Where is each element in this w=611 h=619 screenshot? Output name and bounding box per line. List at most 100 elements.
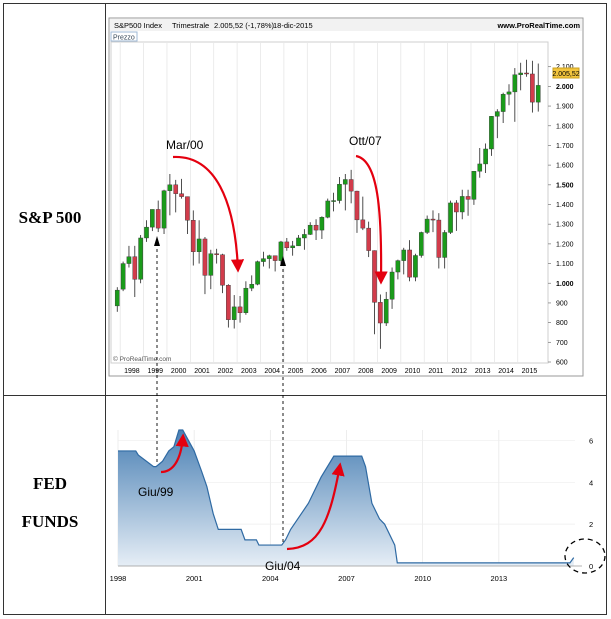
fed-row-label-line2: FUNDS <box>21 512 79 531</box>
candle-body <box>296 237 301 247</box>
candle-body <box>360 219 366 229</box>
candle-body <box>506 91 512 95</box>
candle-body <box>319 217 325 231</box>
sp500-x-tick-label: 2012 <box>452 368 468 375</box>
sp500-x-tick-label: 2010 <box>405 368 421 375</box>
sp500-y-tick-label: 1.400 <box>556 202 574 209</box>
annotation-giu99: Giu/99 <box>138 485 174 499</box>
sp500-y-tick-label: 1.600 <box>556 163 574 170</box>
connector-arrowhead-2004 <box>280 256 286 266</box>
candle-body <box>155 209 161 229</box>
connector-arrowhead-1999 <box>154 236 160 246</box>
sp500-x-tick-label: 2003 <box>241 368 257 375</box>
candle-body <box>290 245 295 249</box>
candle-body <box>261 258 266 262</box>
candle-body <box>249 284 255 289</box>
candle-body <box>454 202 459 213</box>
candle-body <box>272 255 278 261</box>
candle-body <box>132 256 138 280</box>
candle-body <box>278 241 284 261</box>
sp500-x-tick-label: 2005 <box>288 368 304 375</box>
candle-body <box>500 94 506 112</box>
candle-body <box>401 249 407 261</box>
sp500-y-tick-label: 2.000 <box>556 84 574 91</box>
fed-x-tick-label: 2001 <box>186 574 203 583</box>
sp500-y-tick-label: 1.900 <box>556 104 574 111</box>
current-price-text: 2.005,52 <box>552 71 579 78</box>
candle-body <box>220 254 225 286</box>
fed-y-tick-label: 0 <box>589 562 593 571</box>
fed-row-label-line1: FED <box>33 474 67 493</box>
annotation-giu04: Giu/04 <box>265 559 301 573</box>
candle-body <box>535 85 541 103</box>
candle-body <box>424 218 430 233</box>
highlight-circle-2015 <box>564 538 606 574</box>
sp500-x-tick-label: 1999 <box>147 368 163 375</box>
annotation-ott07: Ott/07 <box>349 134 382 148</box>
candle-body <box>366 227 371 251</box>
candle-body <box>489 116 494 150</box>
candle-body <box>161 190 167 229</box>
candle-body <box>120 263 126 290</box>
fed-x-tick-label: 2007 <box>338 574 355 583</box>
candle-body <box>378 302 383 324</box>
candle-body <box>383 298 389 324</box>
candle-body <box>138 237 143 280</box>
candle-body <box>243 287 249 313</box>
sp500-row-label: S&P 500 <box>18 208 82 227</box>
candle-body <box>436 219 442 258</box>
sp500-header-bar <box>110 19 582 31</box>
sp500-header-date: 18-dic-2015 <box>273 21 313 30</box>
fed-y-tick-label: 4 <box>589 478 593 487</box>
candle-body <box>302 234 307 239</box>
candle-body <box>313 224 319 231</box>
candle-body <box>418 232 424 256</box>
candle-body <box>208 253 214 276</box>
sp500-decline-arrow-2007 <box>355 154 388 285</box>
candle-body <box>471 171 477 200</box>
sp500-y-tick-label: 900 <box>556 300 568 307</box>
sp500-x-tick-label: 2007 <box>335 368 351 375</box>
candle-body <box>354 190 360 221</box>
sp500-y-tick-label: 1.800 <box>556 123 574 130</box>
sp500-y-tick-label: 600 <box>556 360 568 367</box>
sp500-decline-arrow-2000 <box>172 155 245 273</box>
candle-body <box>266 255 272 259</box>
sp500-y-tick-label: 1.100 <box>556 261 574 268</box>
candle-body <box>325 200 331 218</box>
candle-body <box>459 196 465 213</box>
sp500-x-tick-label: 2009 <box>381 368 397 375</box>
sp500-y-tick-label: 1.200 <box>556 241 574 248</box>
candle-body <box>348 179 354 192</box>
candle-body <box>202 238 208 276</box>
candle-body <box>495 111 500 117</box>
sp500-x-tick-label: 2006 <box>311 368 327 375</box>
candle-body <box>407 249 412 278</box>
candle-body <box>179 193 184 197</box>
sp500-x-tick-label: 2000 <box>171 368 187 375</box>
candle-body <box>185 196 190 221</box>
candle-body <box>173 184 179 194</box>
candle-body <box>442 232 447 258</box>
sp500-y-tick-label: 1.000 <box>556 281 574 288</box>
prezzo-tag <box>110 31 138 42</box>
candle-body <box>126 256 132 264</box>
sp500-x-tick-label: 2014 <box>498 368 514 375</box>
sp500-x-tick-label: 2004 <box>264 368 280 375</box>
candle-body <box>448 202 453 233</box>
sp500-x-tick-label: 1998 <box>124 368 140 375</box>
candle-body <box>524 72 529 75</box>
candle-body <box>231 306 237 320</box>
sp500-x-tick-label: 2002 <box>218 368 234 375</box>
candle-body <box>237 306 243 313</box>
sp500-x-tick-label: 2008 <box>358 368 374 375</box>
candle-body <box>395 260 401 273</box>
sp500-y-tick-label: 1.700 <box>556 143 574 150</box>
candle-body <box>337 184 342 201</box>
candle-body <box>518 72 523 75</box>
candle-body <box>530 73 535 103</box>
sp500-header-source: www.ProRealTime.com <box>496 21 580 30</box>
sp500-x-tick-label: 2015 <box>522 368 538 375</box>
sp500-header-value: 2.005,52 (-1,78%) <box>214 21 275 30</box>
layout-grid <box>3 3 607 615</box>
